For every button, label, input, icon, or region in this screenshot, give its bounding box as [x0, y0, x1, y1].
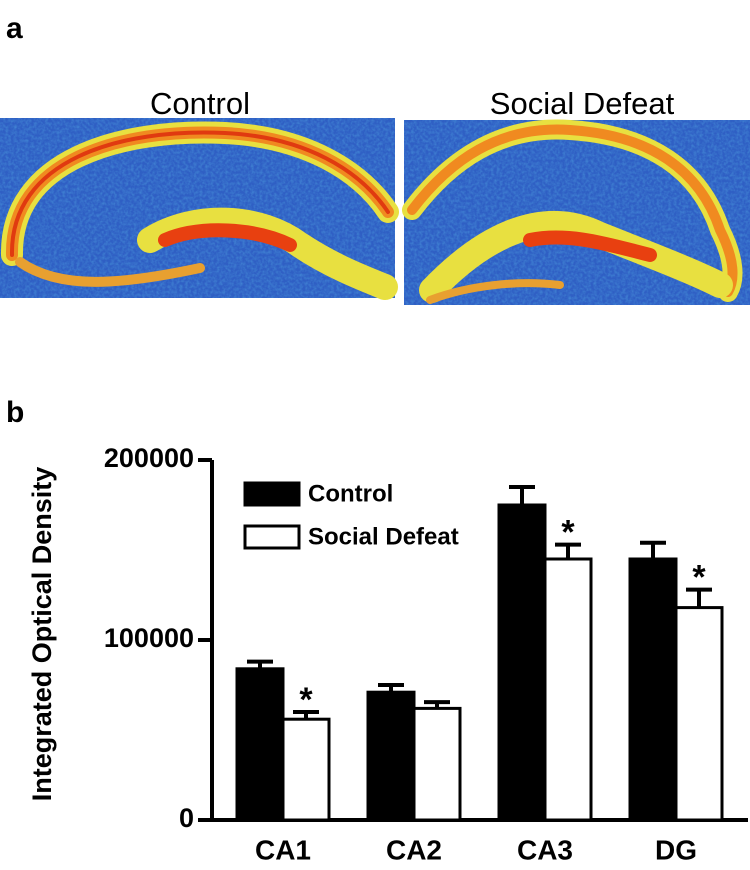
- bar: [366, 690, 416, 822]
- image-title: Control: [150, 86, 250, 121]
- bar: [281, 717, 331, 822]
- bar: [674, 606, 724, 822]
- significance-marker: *: [692, 559, 706, 597]
- bar: [412, 706, 462, 822]
- x-tick-label: CA1: [255, 834, 311, 865]
- legend-label: Control: [308, 480, 393, 507]
- image-title: Social Defeat: [490, 86, 675, 121]
- bar: [497, 503, 547, 822]
- bar: [628, 557, 678, 822]
- legend-swatch: [243, 524, 301, 550]
- legend-label: Social Defeat: [308, 523, 459, 550]
- legend-swatch: [243, 481, 301, 507]
- heatmap-image: [0, 118, 750, 305]
- x-tick-label: DG: [655, 834, 697, 865]
- bar: [235, 667, 285, 822]
- y-tick-label: 100000: [104, 623, 194, 653]
- y-tick-label: 200000: [104, 443, 194, 473]
- bar-chart: 0 100000 200000 CA1 CA2 CA3 DG * * * Control Social…: [104, 443, 748, 865]
- x-tick-label: CA3: [517, 834, 573, 865]
- x-tick-label: CA2: [386, 834, 442, 865]
- panel-label: a: [6, 12, 23, 45]
- y-tick-label: 0: [179, 803, 194, 833]
- significance-marker: *: [299, 681, 313, 719]
- panel-label: b: [6, 396, 24, 429]
- bar: [543, 557, 593, 822]
- significance-marker: *: [561, 514, 575, 552]
- y-axis-title: Integrated Optical Density: [27, 466, 57, 802]
